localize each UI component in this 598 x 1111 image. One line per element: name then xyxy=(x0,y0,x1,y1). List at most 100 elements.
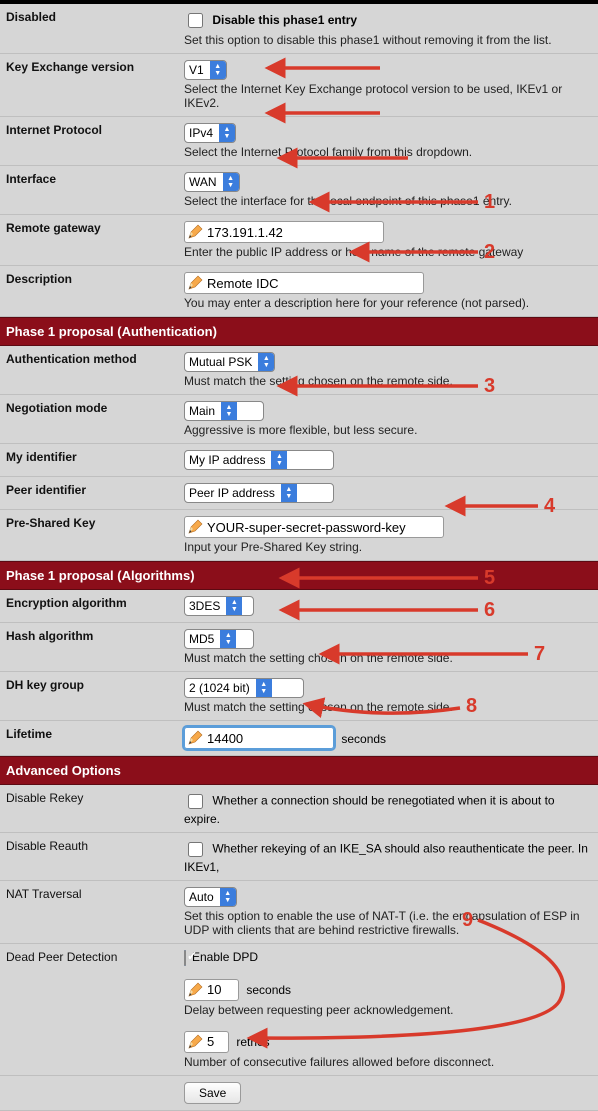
psk-input[interactable] xyxy=(184,516,444,538)
label-reauth: Disable Reauth xyxy=(4,839,184,874)
authmethod-help: Must match the setting chosen on the rem… xyxy=(184,374,590,388)
label-myid: My identifier xyxy=(4,450,184,470)
label-nego: Negotiation mode xyxy=(4,401,184,437)
row-kev: Key Exchange version V1 ▲▼ Select the In… xyxy=(0,54,598,117)
rekey-checkbox[interactable] xyxy=(188,794,203,809)
row-myid: My identifier My IP address ▲▼ xyxy=(0,444,598,477)
select-arrows-icon: ▲▼ xyxy=(256,679,272,697)
myid-select[interactable]: My IP address ▲▼ xyxy=(184,450,334,470)
select-arrows-icon: ▲▼ xyxy=(210,61,226,79)
label-remote: Remote gateway xyxy=(4,221,184,259)
label-iface: Interface xyxy=(4,172,184,208)
inet-help: Select the Internet Protocol family from… xyxy=(184,145,590,159)
dpd-delay-unit: seconds xyxy=(246,983,291,997)
label-enc: Encryption algorithm xyxy=(4,596,184,616)
select-arrows-icon: ▲▼ xyxy=(220,888,236,906)
label-desc: Description xyxy=(4,272,184,310)
row-nat: NAT Traversal Auto ▲▼ Set this option to… xyxy=(0,881,598,944)
header-auth: Phase 1 proposal (Authentication) xyxy=(0,317,598,346)
row-enc: Encryption algorithm 3DES ▲▼ xyxy=(0,590,598,623)
remote-help: Enter the public IP address or host name… xyxy=(184,245,590,259)
select-arrows-icon: ▲▼ xyxy=(226,597,242,615)
rekey-help: Whether a connection should be renegotia… xyxy=(184,794,555,826)
label-rekey: Disable Rekey xyxy=(4,791,184,826)
kev-select[interactable]: V1 ▲▼ xyxy=(184,60,227,80)
select-arrows-icon: ▲▼ xyxy=(281,484,297,502)
disable-checkbox-label: Disable this phase1 entry xyxy=(212,13,357,27)
peerid-value: Peer IP address xyxy=(189,486,275,500)
hash-value: MD5 xyxy=(189,632,214,646)
kev-value: V1 xyxy=(189,63,204,77)
myid-value: My IP address xyxy=(189,453,265,467)
peerid-select[interactable]: Peer IP address ▲▼ xyxy=(184,483,334,503)
description-input[interactable] xyxy=(184,272,424,294)
row-nego: Negotiation mode Main ▲▼ Aggressive is m… xyxy=(0,395,598,444)
row-lifetime: Lifetime seconds xyxy=(0,721,598,756)
authmethod-value: Mutual PSK xyxy=(189,355,252,369)
row-disabled: Disabled Disable this phase1 entry Set t… xyxy=(0,4,598,54)
nego-value: Main xyxy=(189,404,215,418)
dpd-delay-input[interactable] xyxy=(184,979,239,1001)
select-arrows-icon: ▲▼ xyxy=(258,353,274,371)
enc-select[interactable]: 3DES ▲▼ xyxy=(184,596,254,616)
psk-help: Input your Pre-Shared Key string. xyxy=(184,540,590,554)
dpd-enable-label: Enable DPD xyxy=(192,950,258,964)
row-peerid: Peer identifier Peer IP address ▲▼ xyxy=(0,477,598,510)
row-hash: Hash algorithm MD5 ▲▼ Must match the set… xyxy=(0,623,598,672)
select-arrows-icon: ▲▼ xyxy=(271,451,287,469)
nego-select[interactable]: Main ▲▼ xyxy=(184,401,264,421)
row-desc: Description You may enter a description … xyxy=(0,266,598,317)
row-dh: DH key group 2 (1024 bit) ▲▼ Must match … xyxy=(0,672,598,721)
nat-select[interactable]: Auto ▲▼ xyxy=(184,887,237,907)
label-inet: Internet Protocol xyxy=(4,123,184,159)
row-remote: Remote gateway Enter the public IP addre… xyxy=(0,215,598,266)
nego-help: Aggressive is more flexible, but less se… xyxy=(184,423,590,437)
label-hash: Hash algorithm xyxy=(4,629,184,665)
label-disabled: Disabled xyxy=(4,10,184,47)
label-dh: DH key group xyxy=(4,678,184,714)
disable-checkbox[interactable] xyxy=(188,13,203,28)
row-iface: Interface WAN ▲▼ Select the interface fo… xyxy=(0,166,598,215)
select-arrows-icon: ▲▼ xyxy=(221,402,237,420)
label-peerid: Peer identifier xyxy=(4,483,184,503)
iface-select[interactable]: WAN ▲▼ xyxy=(184,172,240,192)
inet-select[interactable]: IPv4 ▲▼ xyxy=(184,123,236,143)
label-lifetime: Lifetime xyxy=(4,727,184,749)
row-authmethod: Authentication method Mutual PSK ▲▼ Must… xyxy=(0,346,598,395)
dh-value: 2 (1024 bit) xyxy=(189,681,250,695)
dh-select[interactable]: 2 (1024 bit) ▲▼ xyxy=(184,678,304,698)
select-arrows-icon: ▲▼ xyxy=(223,173,239,191)
iface-value: WAN xyxy=(189,175,217,189)
label-nat: NAT Traversal xyxy=(4,887,184,937)
reauth-checkbox[interactable] xyxy=(188,842,203,857)
row-save: Save xyxy=(0,1076,598,1111)
row-inet: Internet Protocol IPv4 ▲▼ Select the Int… xyxy=(0,117,598,166)
disable-checkbox-wrap[interactable]: Disable this phase1 entry xyxy=(184,13,357,27)
inet-value: IPv4 xyxy=(189,126,213,140)
dpd-retries-unit: retries xyxy=(236,1035,269,1049)
lifetime-input[interactable] xyxy=(184,727,334,749)
kev-help: Select the Internet Key Exchange protoco… xyxy=(184,82,590,110)
header-algo: Phase 1 proposal (Algorithms) xyxy=(0,561,598,590)
header-adv: Advanced Options xyxy=(0,756,598,785)
lifetime-unit: seconds xyxy=(341,732,386,746)
nat-value: Auto xyxy=(189,890,214,904)
iface-help: Select the interface for the local endpo… xyxy=(184,194,590,208)
hash-select[interactable]: MD5 ▲▼ xyxy=(184,629,254,649)
row-psk: Pre-Shared Key Input your Pre-Shared Key… xyxy=(0,510,598,561)
reauth-help: Whether rekeying of an IKE_SA should als… xyxy=(184,842,588,874)
authmethod-select[interactable]: Mutual PSK ▲▼ xyxy=(184,352,275,372)
row-reauth: Disable Reauth Whether rekeying of an IK… xyxy=(0,833,598,881)
nat-help: Set this option to enable the use of NAT… xyxy=(184,909,590,937)
label-dpd: Dead Peer Detection xyxy=(4,950,184,1069)
dpd-retries-input[interactable] xyxy=(184,1031,229,1053)
enc-value: 3DES xyxy=(189,599,220,613)
save-button[interactable]: Save xyxy=(184,1082,241,1104)
row-dpd: Dead Peer Detection Enable DPD seconds D… xyxy=(0,944,598,1076)
remote-gateway-input[interactable] xyxy=(184,221,384,243)
disable-help: Set this option to disable this phase1 w… xyxy=(184,33,590,47)
dpd-delay-help: Delay between requesting peer acknowledg… xyxy=(184,1003,590,1017)
hash-help: Must match the setting chosen on the rem… xyxy=(184,651,590,665)
label-psk: Pre-Shared Key xyxy=(4,516,184,554)
dpd-checkbox[interactable] xyxy=(184,950,186,966)
